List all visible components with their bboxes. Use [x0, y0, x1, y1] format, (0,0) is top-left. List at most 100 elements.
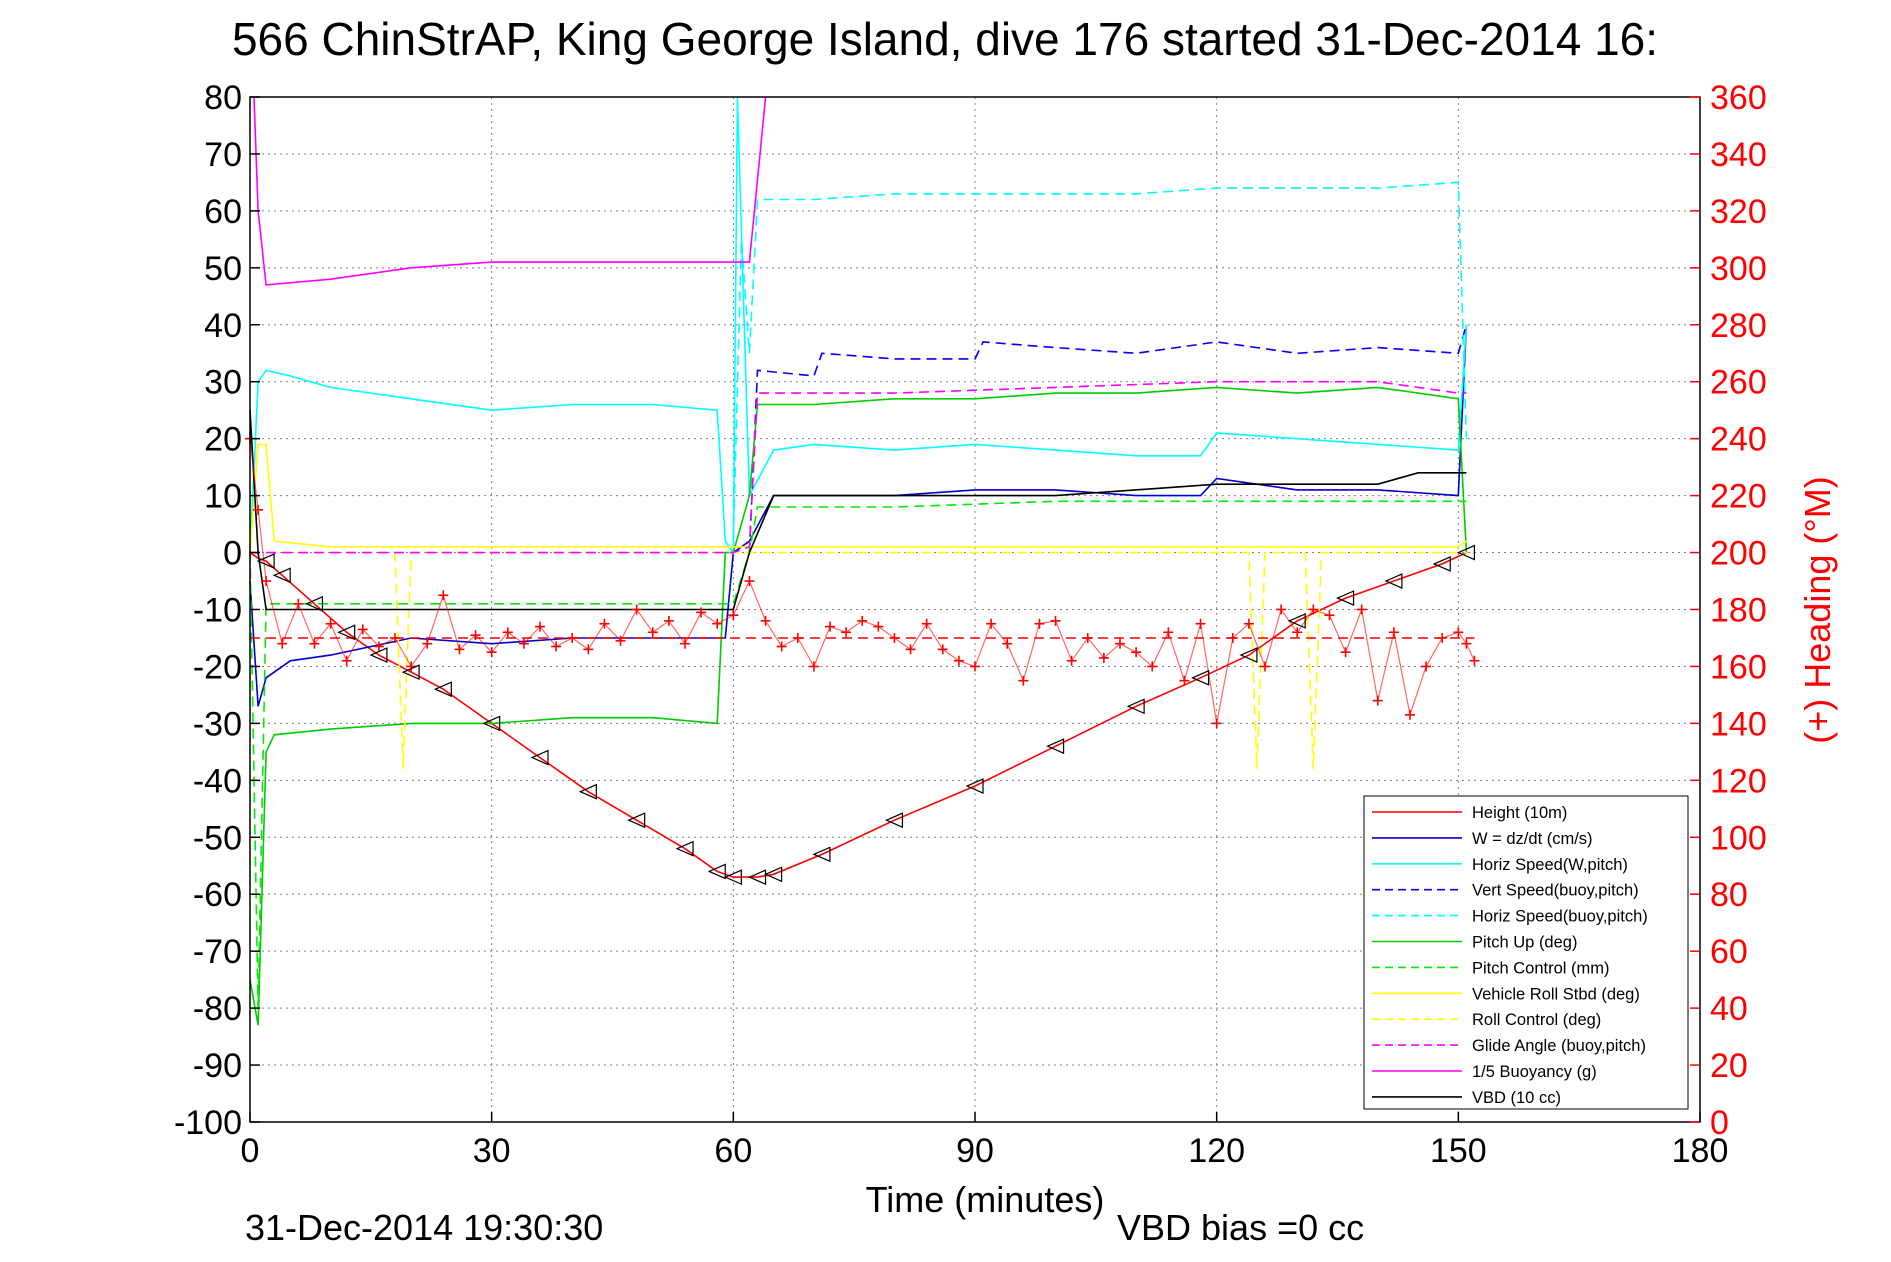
right-tick-label: 340 — [1710, 136, 1767, 174]
heading-point — [583, 644, 594, 655]
right-tick-label: 320 — [1710, 193, 1767, 231]
heading-point — [1308, 604, 1319, 615]
dive-marker — [433, 681, 452, 698]
right-tick-label: 20 — [1710, 1047, 1748, 1085]
heading-point — [970, 661, 980, 672]
heading-point — [1163, 627, 1174, 638]
heading-point — [1340, 647, 1351, 658]
heading-point — [261, 576, 272, 587]
heading-point — [663, 615, 674, 626]
heading-point — [1461, 638, 1472, 649]
heading-point — [857, 615, 868, 626]
heading-point — [1437, 632, 1448, 643]
y-tick-label: 40 — [204, 307, 242, 345]
heading-point — [889, 632, 900, 643]
heading-point — [341, 655, 352, 666]
heading-point — [406, 661, 417, 672]
y-tick-label: -30 — [193, 705, 242, 743]
heading-point — [1034, 618, 1045, 629]
heading-point — [1324, 610, 1335, 621]
right-tick-label: 220 — [1710, 478, 1767, 516]
right-tick-label: 120 — [1710, 762, 1767, 800]
right-tick-label: 280 — [1710, 307, 1767, 345]
dive-marker — [1336, 590, 1355, 607]
legend-box — [1363, 795, 1689, 1110]
dive-marker — [627, 812, 646, 829]
heading-point — [1098, 652, 1109, 663]
right-tick-label: 0 — [1710, 1104, 1729, 1142]
right-axis-ticks: 3603403203002802602402202001801601401201… — [1690, 79, 1767, 1142]
heading-point — [438, 590, 449, 601]
dive-marker — [1046, 738, 1065, 755]
heading-point — [309, 638, 320, 649]
legend-label: Glide Angle (buoy,pitch) — [1472, 1037, 1646, 1055]
right-tick-label: 100 — [1710, 819, 1767, 857]
dive-marker — [401, 664, 420, 681]
legend-label: Height (10m) — [1472, 804, 1567, 822]
x-tick-label: 60 — [714, 1132, 752, 1170]
series-line-4 — [732, 181, 1468, 542]
heading-point — [1211, 718, 1222, 729]
legend-label: Roll Control (deg) — [1472, 1011, 1601, 1029]
dive-marker — [1384, 573, 1403, 589]
dive-marker — [764, 866, 783, 883]
y-tick-label: -90 — [193, 1047, 242, 1085]
heading-point — [1292, 627, 1303, 638]
series-line-3 — [748, 324, 1468, 553]
legend: Height (10m) W = dz/dt (cm/s) Horiz Speed(… — [1363, 795, 1689, 1110]
series-layer — [249, 96, 1468, 1026]
dive-marker — [304, 595, 324, 612]
heading-point — [1276, 604, 1287, 615]
dive-markers — [256, 544, 1475, 886]
heading-point — [1388, 627, 1399, 638]
y-tick-label: -60 — [193, 876, 242, 914]
right-tick-label: 260 — [1710, 364, 1767, 402]
y-tick-label: 30 — [204, 364, 242, 402]
x-axis-label: Time (minutes) — [866, 1179, 1105, 1220]
heading-point — [1179, 675, 1190, 686]
right-tick-label: 240 — [1710, 421, 1767, 459]
right-tick-label: 60 — [1710, 933, 1748, 971]
heading-point — [776, 641, 787, 652]
heading-point — [953, 655, 964, 666]
dive-marker — [369, 647, 388, 663]
x-tick-label: 120 — [1188, 1132, 1245, 1170]
heading-point — [502, 627, 513, 638]
heading-point — [631, 604, 642, 615]
heading-point — [905, 644, 916, 655]
right-tick-label: 360 — [1710, 79, 1767, 117]
heading-point — [1115, 638, 1125, 649]
heading-layer — [245, 433, 1480, 729]
series-line-10 — [253, 96, 767, 286]
heading-point — [1131, 647, 1142, 658]
legend-label: Horiz Speed(W,pitch) — [1472, 856, 1628, 874]
series-line-1 — [249, 324, 1468, 707]
x-tick-label: 180 — [1672, 1132, 1729, 1170]
y-tick-label: -50 — [193, 819, 242, 857]
footer-vbd-bias: VBD bias =0 cc — [1117, 1207, 1364, 1248]
heading-point — [293, 598, 304, 609]
series-line-2 — [249, 96, 1468, 556]
heading-point — [599, 618, 610, 629]
legend-label: Vert Speed(buoy,pitch) — [1472, 882, 1639, 900]
dive-marker — [272, 567, 291, 584]
heading-point — [744, 576, 755, 587]
legend-label: Pitch Control (mm) — [1472, 959, 1610, 977]
legend-label: W = dz/dt (cm/s) — [1472, 830, 1593, 848]
y-tick-label: 60 — [204, 193, 242, 231]
dive-marker — [1191, 669, 1210, 686]
x-tick-label: 90 — [956, 1132, 994, 1170]
heading-point — [1260, 661, 1270, 672]
dive-marker — [965, 778, 984, 794]
dive-marker — [337, 624, 356, 641]
x-tick-label: 150 — [1430, 1132, 1487, 1170]
dive-marker — [812, 846, 831, 863]
y-tick-label: -10 — [193, 592, 242, 630]
heading-point — [1421, 661, 1432, 672]
heading-point — [1002, 638, 1013, 649]
heading-point — [454, 644, 465, 655]
y-tick-label: -100 — [174, 1104, 242, 1142]
right-tick-label: 180 — [1710, 592, 1767, 630]
series-line-5 — [249, 386, 1468, 1026]
